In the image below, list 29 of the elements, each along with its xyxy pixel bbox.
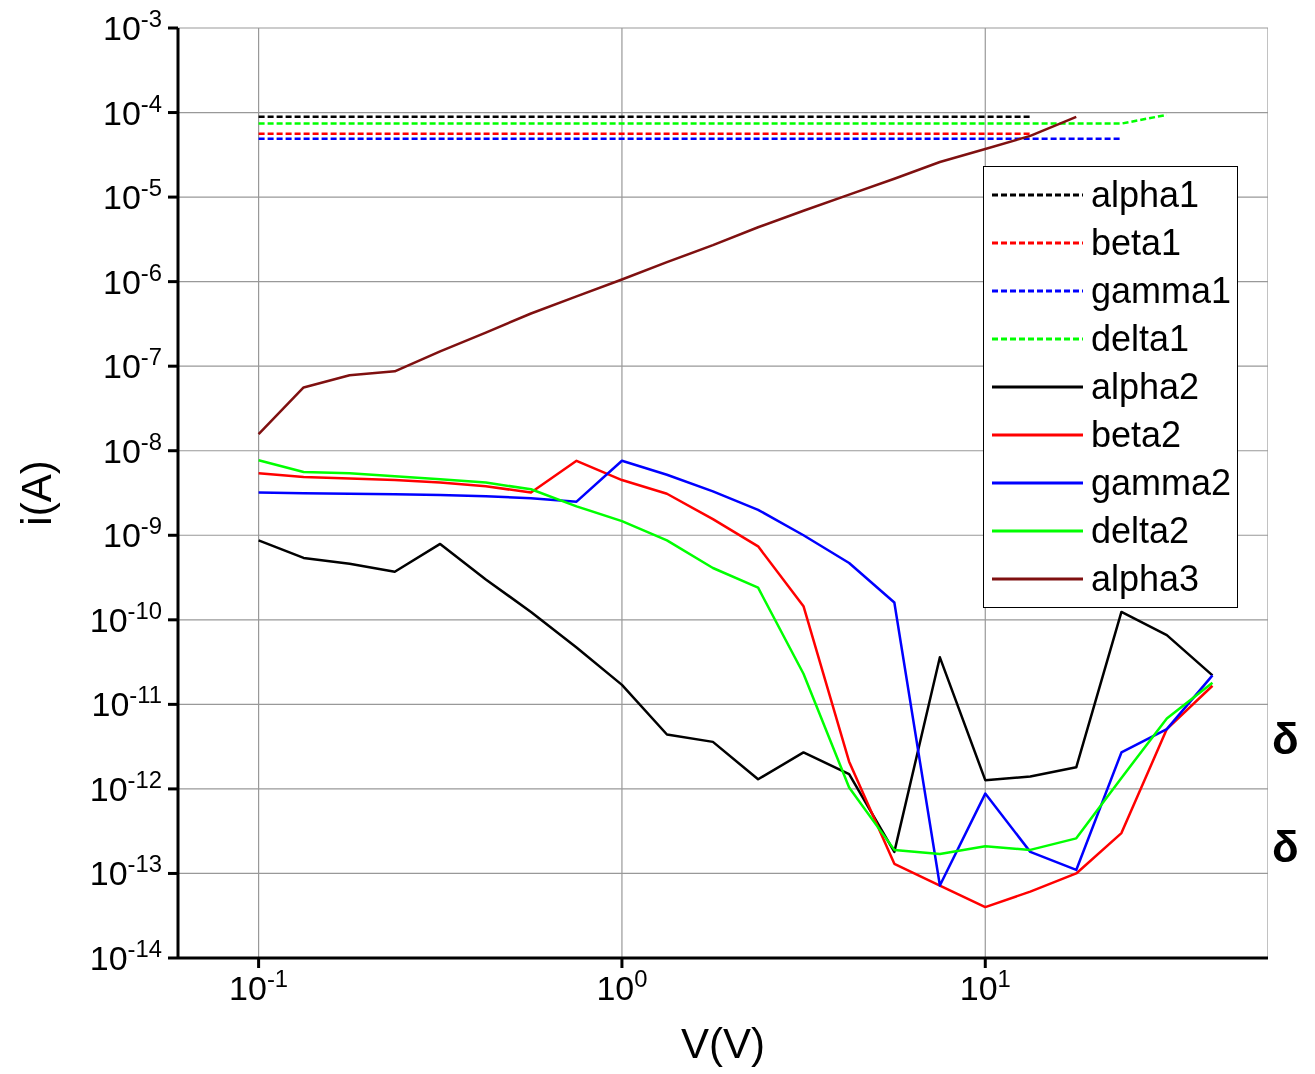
y-axis-title: i(A) (12, 460, 60, 526)
y-tick-label: 10$^{-8}$ (103, 427, 162, 470)
legend-label: gamma2 (1091, 462, 1232, 504)
y-tick-label: 10$^{-9}$ (103, 511, 162, 555)
y-tick-label: 10$^{-5}$ (103, 173, 162, 217)
y-tick-label: 10$^{-10}$ (89, 596, 162, 639)
legend-label: gamma1 (1091, 270, 1232, 312)
legend-label: delta1 (1091, 318, 1190, 360)
legend-label: alpha2 (1091, 366, 1200, 408)
text: δ (1272, 714, 1299, 764)
y-tick-label: 10$^{-7}$ (103, 342, 162, 386)
x-tick-label: 10$^{0}$ (596, 964, 648, 1007)
legend-label: alpha3 (1091, 558, 1200, 600)
y-tick-label: 10$^{-6}$ (103, 258, 162, 301)
y-tick-label: 10$^{-4}$ (103, 89, 162, 132)
y-tick-label: 10$^{-12}$ (89, 765, 162, 808)
y-tick-label: 10$^{-3}$ (103, 4, 162, 47)
y-tick-label: 10$^{-13}$ (89, 849, 162, 893)
legend-label: beta2 (1091, 414, 1182, 456)
y-tick-label: 10$^{-11}$ (91, 680, 162, 724)
x-tick-label: 10$^{-1}$ (229, 964, 289, 1007)
legend-label: beta1 (1091, 222, 1182, 264)
line-series (257, 115, 1078, 436)
x-tick-label: 10$^{1}$ (959, 964, 1011, 1007)
legend-label: delta2 (1091, 510, 1190, 552)
text: δ (1272, 822, 1299, 872)
x-axis-title: V(V) (681, 1020, 765, 1067)
legend-label: alpha1 (1091, 174, 1200, 216)
y-tick-label: 10$^{-14}$ (89, 934, 162, 977)
